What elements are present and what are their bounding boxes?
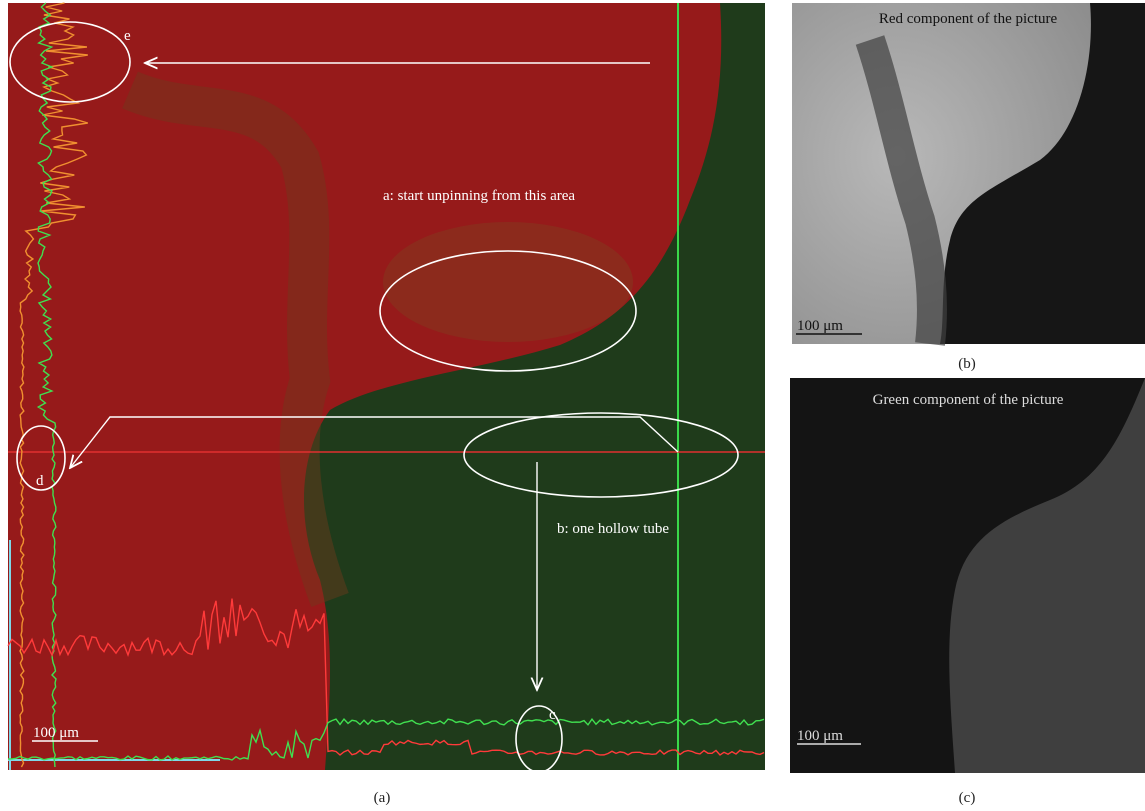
annotation-a: a: start unpinning from this area [383, 188, 575, 204]
panel-label: (b) [958, 356, 976, 372]
figure: e a: start unpinning from this area d b:… [0, 0, 1145, 811]
panel-a: e a: start unpinning from this area d b:… [8, 3, 765, 772]
panel-caption: Red component of the picture [879, 11, 1058, 27]
panel-label: (c) [959, 790, 976, 806]
panel-b: Red component of the picture 100 μm [792, 3, 1145, 344]
panel-label: (a) [374, 790, 391, 806]
annotation-d: d [36, 473, 44, 489]
panel-c: Green component of the picture 100 μm [790, 378, 1145, 773]
scale-bar-label: 100 μm [33, 725, 79, 741]
panel-caption: Green component of the picture [873, 392, 1064, 408]
annotation-e: e [124, 28, 131, 44]
unpinning-zone [383, 222, 633, 342]
scale-bar-label: 100 μm [797, 318, 843, 334]
annotation-c: c [549, 707, 556, 723]
scale-bar-label: 100 μm [797, 728, 843, 744]
annotation-b: b: one hollow tube [557, 521, 669, 537]
